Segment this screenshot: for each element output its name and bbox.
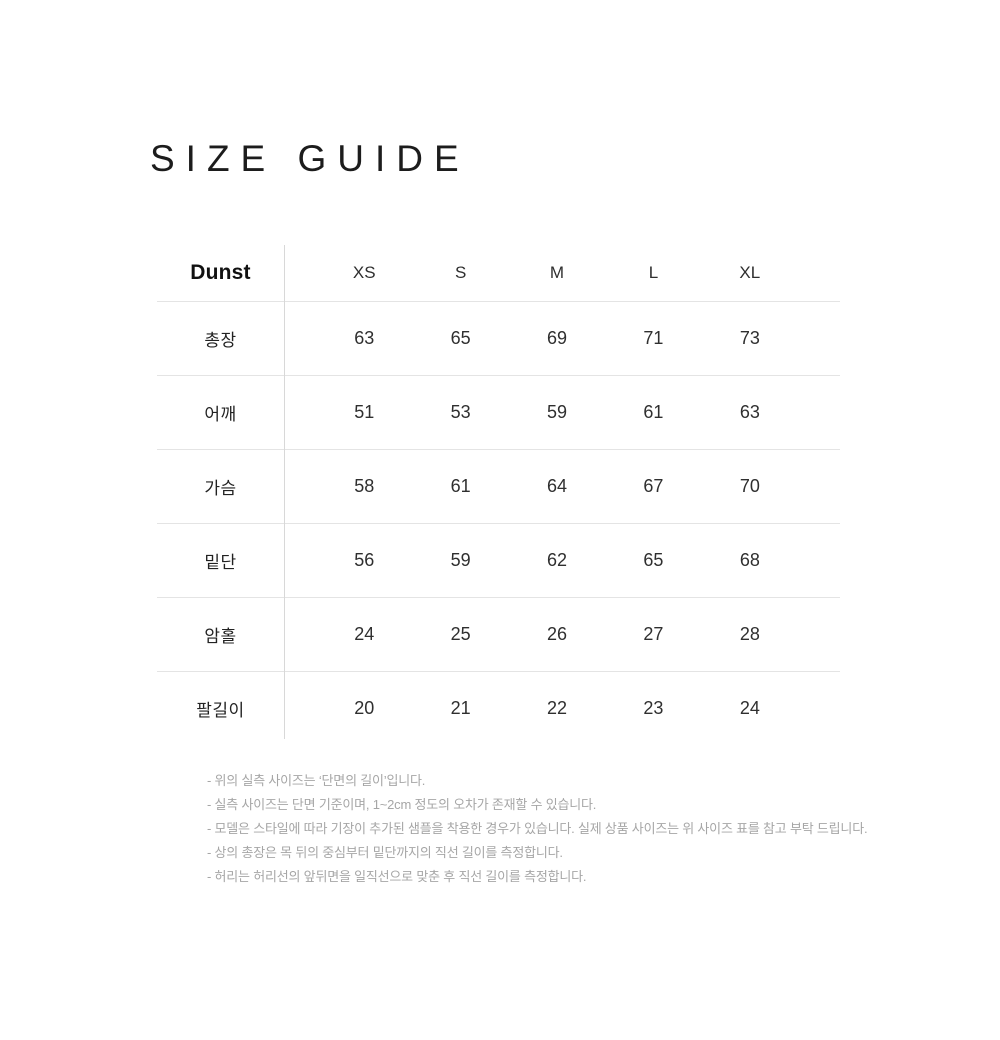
row-values: 58 61 64 67 70 <box>284 476 840 497</box>
size-table: Dunst XS S M L XL 총장 63 65 69 71 73 어깨 5… <box>157 245 840 745</box>
size-value: 24 <box>354 624 375 644</box>
size-value: 22 <box>547 698 568 718</box>
table-row-total-length: 총장 63 65 69 71 73 <box>157 302 840 376</box>
row-values: 63 65 69 71 73 <box>284 328 840 349</box>
row-label: 팔길이 <box>196 701 245 720</box>
size-value: 21 <box>450 698 471 718</box>
row-values: 51 53 59 61 63 <box>284 402 840 423</box>
size-value: 73 <box>739 328 760 348</box>
table-header-row: Dunst XS S M L XL <box>157 245 840 302</box>
row-values: 24 25 26 27 28 <box>284 624 840 645</box>
size-value: 24 <box>739 698 760 718</box>
size-col-header-l: L <box>648 263 659 282</box>
row-values: 20 21 22 23 24 <box>284 698 840 719</box>
size-col-header-m: M <box>549 263 565 282</box>
size-value: 61 <box>450 476 471 496</box>
size-value: 65 <box>450 328 471 348</box>
table-row-hem: 밑단 56 59 62 65 68 <box>157 524 840 598</box>
table-row-armhole: 암홀 24 25 26 27 28 <box>157 598 840 672</box>
size-value: 25 <box>450 624 471 644</box>
brand-name: Dunst <box>190 261 251 284</box>
size-value: 68 <box>739 550 760 570</box>
size-value: 63 <box>354 328 375 348</box>
note-line: - 실측 사이즈는 단면 기준이며, 1~2cm 정도의 오차가 존재할 수 있… <box>207 797 597 812</box>
size-col-header-xl: XL <box>739 263 761 282</box>
size-value: 70 <box>739 476 760 496</box>
row-label: 암홀 <box>204 627 237 646</box>
size-value: 59 <box>450 550 471 570</box>
table-row-shoulder: 어깨 51 53 59 61 63 <box>157 376 840 450</box>
size-value: 51 <box>354 402 375 422</box>
size-value: 65 <box>643 550 664 570</box>
size-guide-notes: - 위의 실측 사이즈는 ‘단면의 길이’입니다. - 실측 사이즈는 단면 기… <box>207 769 868 889</box>
note-line: - 모델은 스타일에 따라 기장이 추가된 샘플을 착용한 경우가 있습니다. … <box>207 821 868 836</box>
size-value: 63 <box>739 402 760 422</box>
note-line: - 허리는 허리선의 앞뒤면을 일직선으로 맞춘 후 직선 길이를 측정합니다. <box>207 869 587 884</box>
size-value: 27 <box>643 624 664 644</box>
size-headers: XS S M L XL <box>284 263 840 283</box>
note-line: - 상의 총장은 목 뒤의 중심부터 밑단까지의 직선 길이를 측정합니다. <box>207 845 563 860</box>
size-value: 20 <box>354 698 375 718</box>
size-value: 58 <box>354 476 375 496</box>
size-col-header-xs: XS <box>352 263 376 282</box>
size-col-header-s: S <box>454 263 467 282</box>
row-values: 56 59 62 65 68 <box>284 550 840 571</box>
size-value: 69 <box>547 328 568 348</box>
size-value: 61 <box>643 402 664 422</box>
size-value: 62 <box>547 550 568 570</box>
column-divider <box>284 245 285 739</box>
page-title: SIZE GUIDE <box>150 138 470 179</box>
table-row-chest: 가슴 58 61 64 67 70 <box>157 450 840 524</box>
row-label: 가슴 <box>204 479 237 498</box>
row-label: 밑단 <box>204 553 237 572</box>
size-value: 67 <box>643 476 664 496</box>
size-value: 53 <box>450 402 471 422</box>
size-value: 59 <box>547 402 568 422</box>
table-row-sleeve-length: 팔길이 20 21 22 23 24 <box>157 672 840 745</box>
row-label: 총장 <box>204 331 237 350</box>
size-value: 71 <box>643 328 664 348</box>
size-value: 26 <box>547 624 568 644</box>
size-value: 23 <box>643 698 664 718</box>
size-value: 28 <box>739 624 760 644</box>
size-value: 56 <box>354 550 375 570</box>
note-line: - 위의 실측 사이즈는 ‘단면의 길이’입니다. <box>207 773 426 788</box>
row-label: 어깨 <box>204 405 237 424</box>
size-value: 64 <box>547 476 568 496</box>
